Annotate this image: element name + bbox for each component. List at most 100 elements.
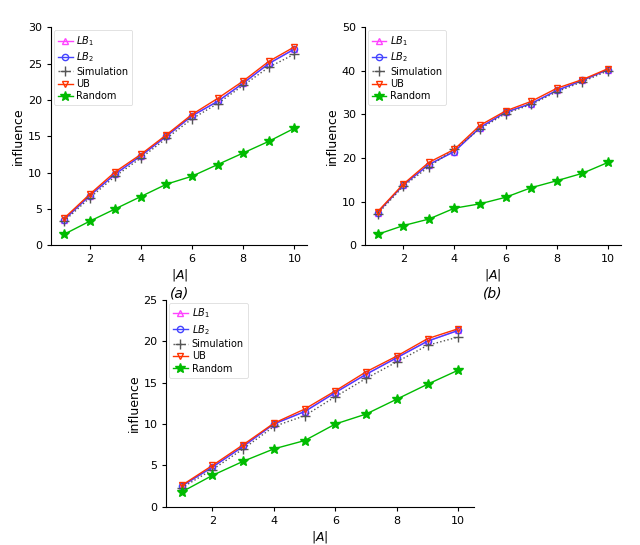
Random <box>424 381 431 387</box>
Simulation <box>188 116 196 122</box>
Random <box>178 489 186 495</box>
$LB_2$ <box>553 87 561 94</box>
Simulation <box>270 423 278 430</box>
$LB_2$ <box>502 109 509 116</box>
Random <box>553 178 561 184</box>
Simulation <box>137 155 145 161</box>
Line: Simulation: Simulation <box>177 332 463 492</box>
Line: Random: Random <box>372 157 613 240</box>
UB <box>553 85 561 92</box>
Random <box>163 181 170 187</box>
Y-axis label: influence: influence <box>12 107 25 165</box>
Simulation <box>527 101 535 108</box>
UB <box>399 181 407 187</box>
$LB_2$ <box>527 100 535 107</box>
Random <box>301 437 308 444</box>
Random <box>86 218 93 225</box>
$LB_1$ <box>60 216 68 223</box>
Random <box>291 125 298 131</box>
$LB_1$ <box>332 389 339 396</box>
Random <box>362 411 370 417</box>
$LB_2$ <box>163 133 170 140</box>
UB <box>209 462 216 469</box>
$LB_1$ <box>301 408 308 415</box>
$LB_1$ <box>239 80 247 87</box>
UB <box>502 108 509 114</box>
Line: UB: UB <box>179 325 461 488</box>
$LB_2$ <box>476 124 484 131</box>
$LB_1$ <box>188 113 196 119</box>
UB <box>163 131 170 138</box>
$LB_1$ <box>362 371 370 378</box>
Simulation <box>178 485 186 491</box>
UB <box>178 482 186 488</box>
$LB_1$ <box>425 161 433 168</box>
UB <box>332 387 339 394</box>
Line: $LB_2$: $LB_2$ <box>179 328 461 489</box>
UB <box>239 78 247 84</box>
$LB_1$ <box>374 209 381 216</box>
Random <box>451 205 458 211</box>
$LB_1$ <box>502 109 509 116</box>
Random <box>527 184 535 191</box>
Line: $LB_2$: $LB_2$ <box>374 66 611 216</box>
$LB_1$ <box>399 182 407 189</box>
Line: UB: UB <box>61 44 298 221</box>
Simulation <box>60 218 68 225</box>
Simulation <box>553 88 561 95</box>
Random <box>604 159 612 166</box>
Random <box>111 205 119 212</box>
UB <box>451 146 458 153</box>
UB <box>476 122 484 129</box>
UB <box>60 215 68 222</box>
Title: (b): (b) <box>483 287 502 301</box>
UB <box>137 151 145 158</box>
$LB_1$ <box>178 483 186 489</box>
Simulation <box>301 413 308 419</box>
Title: (a): (a) <box>170 287 189 301</box>
UB <box>86 191 93 198</box>
Line: $LB_1$: $LB_1$ <box>61 46 298 223</box>
$LB_1$ <box>553 87 561 94</box>
UB <box>111 168 119 175</box>
Random <box>239 150 247 156</box>
$LB_2$ <box>604 66 612 73</box>
UB <box>454 325 462 332</box>
X-axis label: $|A|$: $|A|$ <box>311 529 329 544</box>
$LB_2$ <box>239 443 247 450</box>
Simulation <box>604 68 612 74</box>
$LB_1$ <box>270 421 278 427</box>
Random <box>214 161 221 168</box>
UB <box>604 65 612 72</box>
UB <box>188 111 196 118</box>
UB <box>291 44 298 50</box>
Simulation <box>291 51 298 57</box>
$LB_1$ <box>137 153 145 159</box>
Random <box>270 446 278 452</box>
Random <box>332 421 339 427</box>
$LB_2$ <box>362 371 370 378</box>
Simulation <box>239 82 247 89</box>
$LB_2$ <box>270 421 278 427</box>
$LB_1$ <box>86 192 93 199</box>
Line: Simulation: Simulation <box>373 66 612 219</box>
$LB_2$ <box>399 182 407 189</box>
$LB_1$ <box>424 338 431 344</box>
Simulation <box>214 100 221 107</box>
$LB_1$ <box>451 148 458 155</box>
Simulation <box>362 375 370 382</box>
Random <box>425 216 433 222</box>
$LB_1$ <box>209 464 216 470</box>
Random <box>502 194 509 201</box>
$LB_1$ <box>604 66 612 73</box>
Simulation <box>111 173 119 179</box>
Simulation <box>209 467 216 473</box>
Simulation <box>476 125 484 132</box>
UB <box>424 335 431 342</box>
Random <box>476 201 484 207</box>
$LB_2$ <box>265 60 273 67</box>
Random <box>209 472 216 479</box>
UB <box>214 95 221 102</box>
UB <box>527 98 535 105</box>
Random <box>374 231 381 238</box>
